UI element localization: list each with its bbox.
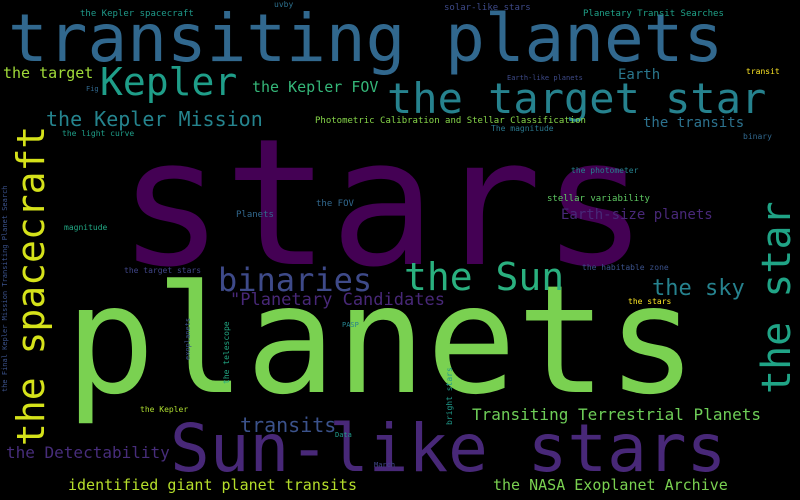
word-the-target-star: the target star [387, 74, 767, 123]
word-pasp: PASP [342, 321, 359, 329]
word-the-fov: the FOV [316, 199, 354, 209]
word-the-kepler: the Kepler [140, 405, 189, 414]
word-binary: binary [743, 132, 772, 141]
word-final-kepler-mission-search: the Final Kepler Mission Transiting Plan… [1, 185, 9, 392]
word-the-kepler-fov: the Kepler FOV [252, 78, 379, 96]
word-the-kepler-mission: the Kepler Mission [46, 107, 263, 131]
word-magnitude: magnitude [64, 223, 108, 232]
word-uvby: uvby [274, 0, 294, 9]
word-the-detectability: the Detectability [6, 443, 170, 462]
word-the-spacecraft: the spacecraft [9, 125, 53, 446]
word-planets-small: Planets [236, 210, 274, 220]
word-transiting-terrestrial-planets: Transiting Terrestrial Planets [472, 405, 761, 424]
word-planets: planets [65, 254, 698, 428]
word-exoplanets: exoplanets [184, 317, 192, 360]
word-transit: transit [746, 67, 780, 76]
word-the-stars: the stars [628, 297, 672, 306]
word-the-light-curve: the light curve [62, 129, 135, 138]
word-march: March [374, 461, 396, 469]
word-fig: Fig [86, 85, 99, 93]
word-the-kepler-spacecraft: the Kepler spacecraft [80, 9, 194, 19]
word-the-nasa-exoplanet-archive: the NASA Exoplanet Archive [493, 476, 728, 494]
word-stars: stars [118, 101, 648, 306]
word-transits: transits [240, 413, 337, 437]
word-the-telescope: the telescope [222, 321, 231, 384]
word-solar-like-stars: solar-like stars [444, 3, 531, 13]
word-transiting-planets: transiting planets [8, 0, 724, 77]
word-identified-giant-planet-transits: identified giant planet transits [68, 476, 357, 494]
word-kepler: Kepler [100, 60, 238, 104]
word-the-photometer: the photometer [571, 166, 639, 175]
word-earth-like-planets: Earth-like planets [507, 74, 583, 82]
word-planetary-transit-searches: Planetary Transit Searches [583, 9, 724, 19]
word-the-transits: the transits [643, 115, 745, 131]
word-photometric-calibration: Photometric Calibration and Stellar Clas… [315, 116, 586, 126]
word-earth-size-planets: Earth-size planets [561, 207, 713, 223]
word-the-sky: the sky [652, 276, 745, 301]
word-earth: Earth [618, 67, 661, 83]
word-bright-stars: bright stars [445, 367, 454, 425]
word-planetary-candidates: "Planetary Candidates [230, 290, 445, 310]
word-the-target: the target [3, 64, 94, 82]
word-data: Data [335, 431, 352, 439]
word-the-target-stars: the target stars [124, 266, 202, 275]
word-stellar-variability: stellar variability [547, 194, 650, 204]
word-the-magnitude: The magnitude [491, 124, 554, 133]
word-binaries: binaries [218, 261, 373, 299]
word-the-habitable-zone: the habitable zone [582, 263, 669, 272]
word-the-star: the star [754, 201, 800, 394]
word-sun-like-stars: Sun-like stars [170, 410, 727, 487]
word-the-sun: the Sun [404, 255, 565, 299]
